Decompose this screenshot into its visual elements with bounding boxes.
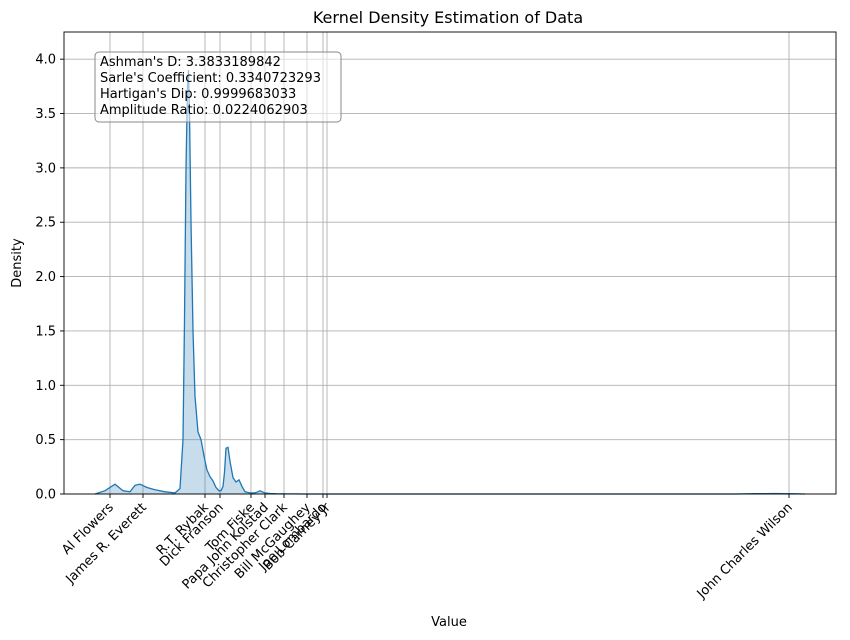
y-tick-label: 4.0 [35, 53, 56, 68]
y-gridlines [64, 58, 836, 495]
density-area [95, 70, 805, 494]
y-tick-label: 3.0 [35, 161, 56, 176]
chart-title: Kernel Density Estimation of Data [313, 8, 583, 27]
density-line [94, 69, 806, 495]
y-tick-label: 1.5 [35, 324, 56, 339]
y-tick-label: 1.0 [35, 379, 56, 394]
x-axis-label: Value [431, 615, 467, 630]
y-tick-label: 2.5 [35, 216, 56, 231]
y-tick-label: 3.5 [35, 107, 56, 122]
y-axis-ticks: 0.0 0.5 1.0 1.5 2.0 2.5 3.0 3.5 4.0 [35, 53, 64, 503]
stat-hartigans-dip: Hartigan's Dip: 0.9999683033 [100, 87, 296, 102]
x-tick-label: John Charles Wilson [694, 500, 796, 602]
y-tick-label: 2.0 [35, 270, 56, 285]
stats-annotation-box [94, 51, 342, 123]
stats-annotation: Ashman's D: 3.3833189842 Sarle's Coeffic… [94, 51, 342, 123]
plot-frame [63, 31, 837, 495]
y-axis-label: Density [10, 238, 25, 288]
y-tick-label: 0.0 [35, 488, 56, 503]
stat-sarles-coefficient: Sarle's Coefficient: 0.3340723293 [100, 71, 321, 86]
y-tick-label: 0.5 [35, 433, 56, 448]
stat-amplitude-ratio: Amplitude Ratio: 0.0224062903 [100, 103, 308, 118]
stat-ashmans-d: Ashman's D: 3.3833189842 [100, 55, 281, 70]
